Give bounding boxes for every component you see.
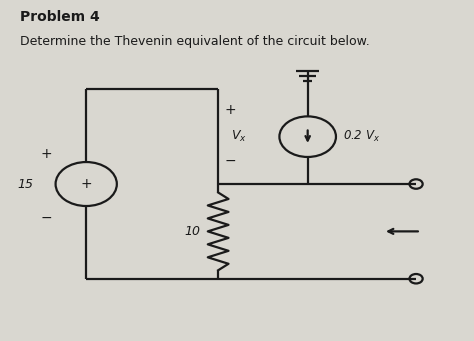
Text: +: + (224, 103, 236, 117)
Text: 15: 15 (17, 178, 33, 191)
Text: +: + (40, 147, 52, 161)
Text: +: + (81, 177, 92, 191)
Text: Determine the Thevenin equivalent of the circuit below.: Determine the Thevenin equivalent of the… (20, 35, 370, 48)
Text: −: − (224, 153, 236, 167)
Text: −: − (40, 211, 52, 225)
Text: Problem 4: Problem 4 (20, 10, 100, 24)
Text: 10: 10 (184, 225, 200, 238)
Text: 0.2 $V_x$: 0.2 $V_x$ (343, 129, 380, 144)
Text: $V_x$: $V_x$ (231, 129, 247, 144)
